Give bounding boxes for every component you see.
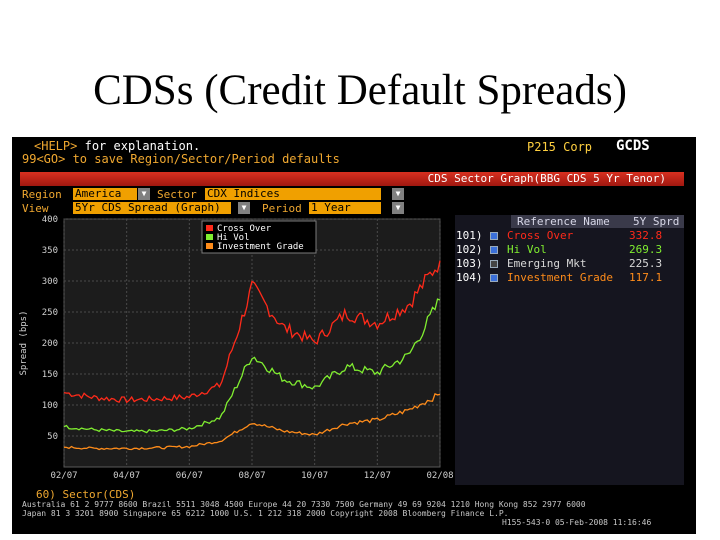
bloomberg-terminal-window: <HELP> for explanation. 99<GO> to save R…	[12, 137, 696, 534]
y-tick-label: 100	[42, 401, 58, 411]
checkbox-icon[interactable]	[490, 246, 498, 254]
checkbox-icon[interactable]	[490, 274, 498, 282]
checkbox-icon[interactable]	[490, 232, 498, 240]
x-tick-label: 04/07	[113, 471, 140, 481]
reference-name: Investment Grade	[507, 271, 613, 284]
y-tick-label: 50	[47, 432, 58, 442]
legend-box	[201, 220, 317, 254]
sector-label: Sector	[157, 188, 197, 201]
reference-name: Hi Vol	[507, 243, 547, 256]
sector-dropdown-icon[interactable]: ▼	[392, 188, 404, 200]
y-tick-label: 350	[42, 246, 58, 256]
legend-label: Hi Vol	[217, 233, 250, 243]
row-number: 101)	[456, 229, 483, 242]
row-number: 103)	[456, 257, 483, 270]
help-text: for explanation.	[84, 139, 201, 153]
page-code: P215 Corp	[527, 140, 593, 154]
row-number: 102)	[456, 243, 483, 256]
view-label: View	[22, 202, 49, 215]
y-axis-label: Spread (bps)	[19, 310, 29, 375]
view-dropdown-icon[interactable]: ▼	[238, 202, 250, 214]
region-dropdown-icon[interactable]: ▼	[138, 188, 150, 200]
checkbox-icon[interactable]	[490, 260, 498, 268]
reference-name: Cross Over	[507, 229, 574, 242]
help-key[interactable]: <HELP>	[34, 139, 78, 153]
legend-swatch	[206, 225, 213, 231]
y-tick-label: 300	[42, 277, 58, 287]
cds-spread-chart: 50 100 150 200 250 300 350 400 02/07 04/07 06/07 08…	[19, 215, 454, 481]
y-tick-label: 150	[42, 370, 58, 380]
reference-row[interactable]: 101) Cross Over 332.8	[455, 229, 684, 243]
slide-title: CDSs (Credit Default Spreads)	[93, 67, 627, 114]
series-line	[63, 260, 441, 404]
legend-label: Investment Grade	[217, 242, 304, 252]
reference-name: Emerging Mkt	[507, 257, 587, 270]
legend-swatch	[206, 243, 213, 249]
reference-name-header: Reference Name	[517, 215, 610, 228]
region-select[interactable]: America	[73, 188, 137, 200]
spread-value: 332.8	[629, 229, 663, 242]
sector-command[interactable]: 60) Sector(CDS)	[36, 488, 136, 501]
x-tick-label: 10/07	[301, 471, 328, 481]
reference-row[interactable]: 102) Hi Vol 269.3	[455, 243, 684, 257]
graph-title-bar: CDS Sector Graph(BBG CDS 5 Yr Tenor)	[20, 172, 684, 186]
graph-title: CDS Sector Graph(BBG CDS 5 Yr Tenor)	[427, 172, 666, 185]
spread-value: 269.3	[629, 243, 663, 256]
spread-value: 117.1	[629, 271, 663, 284]
period-label: Period	[262, 202, 302, 215]
period-dropdown-icon[interactable]: ▼	[392, 202, 404, 214]
footer-line: Japan 81 3 3201 8900 Singapore 65 6212 1…	[22, 509, 509, 518]
legend-label: Cross Over	[217, 224, 272, 234]
region-label: Region	[22, 188, 62, 201]
y-tick-label: 250	[42, 308, 58, 318]
sector-select[interactable]: CDX Indices	[205, 188, 381, 200]
spread-value: 225.3	[629, 257, 663, 270]
reference-panel: Reference Name 5Y Sprd 101) Cross Over 3…	[455, 215, 684, 485]
series-line	[63, 393, 441, 451]
x-tick-label: 02/07	[50, 471, 77, 481]
period-select[interactable]: 1 Year	[309, 202, 381, 214]
y-tick-label: 200	[42, 339, 58, 349]
help-line: <HELP> for explanation.	[34, 140, 200, 153]
function-code: GCDS	[616, 138, 650, 154]
spread-header: 5Y Sprd	[633, 215, 680, 228]
reference-row[interactable]: 104) Investment Grade 117.1	[455, 271, 684, 285]
footer-line: Australia 61 2 9777 8600 Brazil 5511 304…	[22, 500, 586, 509]
footer-line: H155-543-0 05-Feb-2008 11:16:46	[502, 518, 652, 527]
series-line	[63, 298, 441, 434]
save-hint: 99<GO> to save Region/Sector/Period defa…	[22, 152, 340, 166]
reference-header: Reference Name 5Y Sprd	[511, 215, 684, 228]
x-tick-label: 12/07	[364, 471, 391, 481]
y-tick-label: 400	[42, 215, 58, 225]
x-tick-label: 08/07	[238, 471, 265, 481]
legend-swatch	[206, 234, 213, 240]
reference-row[interactable]: 103) Emerging Mkt 225.3	[455, 257, 684, 271]
x-tick-label: 06/07	[176, 471, 203, 481]
view-select[interactable]: 5Yr CDS Spread (Graph)	[73, 202, 231, 214]
x-tick-label: 02/08	[426, 471, 453, 481]
row-number: 104)	[456, 271, 483, 284]
